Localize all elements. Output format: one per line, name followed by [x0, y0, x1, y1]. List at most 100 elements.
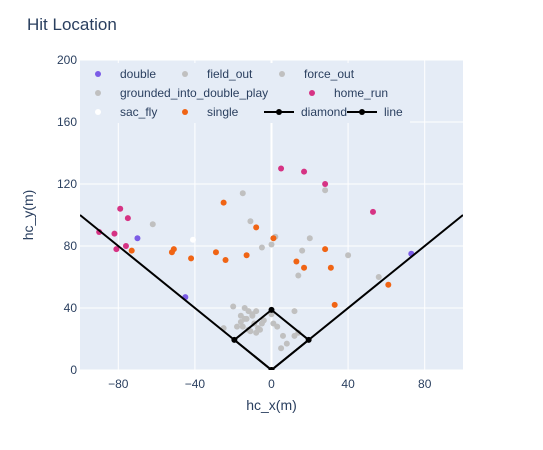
single-point — [168, 249, 175, 256]
double-point — [134, 235, 141, 242]
data-marks — [80, 165, 463, 370]
line-line — [80, 214, 463, 370]
field-out-point — [322, 187, 329, 194]
field-out-point — [306, 235, 313, 242]
grounded-into-double-play-point — [279, 332, 286, 339]
y-tick-label: 160 — [57, 115, 77, 129]
field-out-point — [295, 272, 302, 279]
single-point — [253, 224, 260, 231]
chart-title: Hit Location — [27, 15, 117, 34]
single-point — [327, 264, 334, 271]
home-run-point — [322, 181, 329, 187]
legend-marker — [95, 109, 101, 115]
field-out-point — [268, 241, 275, 248]
home-run-point — [117, 205, 124, 212]
force-out-point — [283, 340, 290, 347]
grounded-into-double-play-point — [258, 320, 265, 327]
legend-item-line[interactable]: line — [347, 105, 403, 119]
home-run-point — [122, 243, 129, 249]
legend-item-grounded-into-double-play[interactable]: grounded_into_double_play — [95, 86, 268, 100]
single-point — [212, 249, 219, 256]
field-out-point — [278, 345, 285, 352]
force-out-point — [245, 308, 252, 315]
legend-item-single[interactable]: single — [182, 105, 239, 119]
y-tick-label: 40 — [64, 301, 78, 315]
legend-marker — [95, 71, 101, 77]
force-out-point — [274, 323, 281, 330]
field-out-point — [230, 303, 237, 310]
single-point — [301, 264, 308, 271]
single-point — [222, 256, 229, 263]
legend-label: home_run — [334, 86, 388, 100]
single-point — [293, 258, 300, 265]
legend-marker — [359, 109, 365, 115]
legend-item-force-out[interactable]: force_out — [279, 67, 355, 81]
legend-marker — [182, 71, 188, 77]
legend-marker — [182, 109, 188, 115]
field-out-point — [149, 221, 156, 228]
field-out-point — [258, 244, 265, 251]
legend[interactable]: double field_out force_out grounded_into_do… — [80, 63, 410, 123]
y-tick-label: 80 — [64, 239, 78, 253]
x-tick-label: −40 — [185, 377, 206, 391]
legend-label: force_out — [304, 67, 355, 81]
x-axis-title: hc_x(m) — [246, 397, 297, 413]
single-point — [220, 199, 227, 206]
legend-label: diamond — [301, 105, 347, 119]
legend-item-field-out[interactable]: field_out — [182, 67, 253, 81]
home-run-point — [124, 215, 131, 222]
field-out-point — [375, 274, 382, 280]
legend-label: sac_fly — [120, 105, 157, 119]
grounded-into-double-play-point — [268, 311, 275, 318]
force-out-point — [234, 323, 241, 330]
x-tick-label: 0 — [268, 377, 275, 391]
single-point — [128, 247, 135, 254]
home-run-point — [111, 230, 118, 237]
sac-fly-point — [189, 236, 196, 243]
y-tick-label: 0 — [70, 363, 77, 377]
home-run-point — [278, 165, 285, 172]
field-out-point — [239, 323, 246, 330]
field-out-point — [247, 218, 254, 225]
legend-item-double[interactable]: double — [95, 67, 156, 81]
legend-label: line — [384, 105, 403, 119]
y-axis-title: hc_y(m) — [20, 190, 36, 241]
diamond-vertex — [268, 306, 275, 313]
legend-item-diamond[interactable]: diamond — [264, 105, 347, 119]
x-tick-label: −80 — [108, 377, 129, 391]
single-point — [322, 246, 329, 253]
legend-label: grounded_into_double_play — [120, 86, 268, 100]
legend-marker — [95, 90, 101, 96]
single-point — [188, 255, 195, 262]
grounded-into-double-play-point — [241, 315, 248, 322]
legend-marker — [279, 71, 285, 77]
legend-marker — [276, 109, 282, 115]
single-point — [270, 235, 277, 242]
field-out-point — [299, 247, 306, 254]
field-out-point — [247, 328, 254, 335]
legend-label: field_out — [207, 67, 253, 81]
single-point — [385, 281, 392, 288]
legend-marker — [309, 90, 315, 96]
field-out-point — [345, 252, 352, 259]
field-out-point — [253, 308, 260, 315]
legend-label: single — [207, 105, 239, 119]
x-axis-ticks: −80 −40 0 40 80 — [108, 377, 432, 391]
y-axis-ticks: 0 40 80 120 160 200 — [57, 53, 77, 377]
legend-item-home-run[interactable]: home_run — [309, 86, 388, 100]
field-out-point — [239, 190, 246, 197]
y-tick-label: 120 — [57, 177, 77, 191]
home-run-point — [301, 168, 308, 175]
field-out-point — [291, 308, 298, 315]
legend-item-sac-fly[interactable]: sac_fly — [95, 105, 157, 119]
home-run-point — [113, 246, 120, 253]
y-tick-label: 200 — [57, 53, 77, 67]
x-tick-label: 80 — [418, 377, 432, 391]
single-point — [331, 301, 338, 308]
home-run-point — [369, 208, 376, 215]
single-point — [243, 252, 250, 259]
legend-label: double — [120, 67, 156, 81]
x-tick-label: 40 — [341, 377, 355, 391]
force-out-point — [249, 312, 256, 319]
